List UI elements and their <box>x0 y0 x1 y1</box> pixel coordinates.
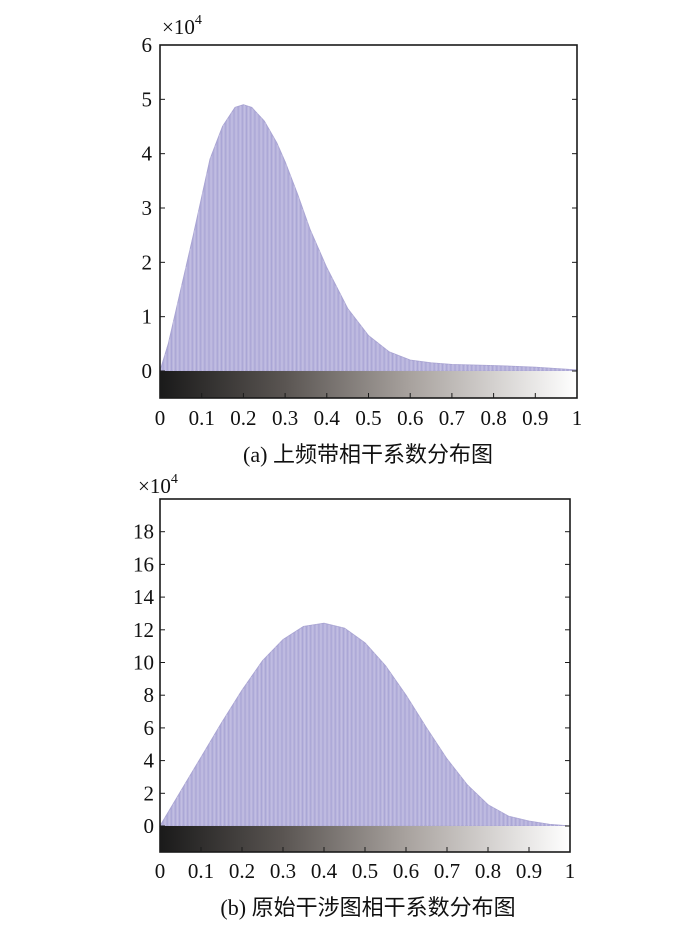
chart-a-y-tick-label: 4 <box>142 142 153 166</box>
chart-b-y-tick-label: 12 <box>133 618 154 642</box>
chart-b: ×104 0 0.1 0.2 0.3 0.4 0.5 0.6 0.7 0.8 0.9 1 0 2 4 6 8… <box>133 472 575 920</box>
chart-b-y-tick-label: 4 <box>144 749 155 773</box>
chart-a-y-tick-label: 6 <box>142 33 153 57</box>
chart-a-x-tick-label: 0.2 <box>230 406 256 430</box>
chart-a-y-ticks: 0 1 2 3 4 5 6 <box>142 33 577 383</box>
chart-a-x-tick-label: 0.6 <box>397 406 423 430</box>
chart-a-x-tick-label: 0.9 <box>522 406 548 430</box>
chart-b-multiplier: ×104 <box>138 472 178 498</box>
chart-b-x-tick-label: 0.1 <box>188 859 214 883</box>
chart-a-x-ticks: 0 0.1 0.2 0.3 0.4 0.5 0.6 0.7 0.8 0.9 1 <box>155 393 583 430</box>
chart-b-y-ticks: 0 2 4 6 8 10 12 14 16 18 <box>133 520 570 838</box>
chart-a-x-tick-label: 0 <box>155 406 166 430</box>
chart-a-caption: (a) 上频带相干系数分布图 <box>243 442 493 467</box>
chart-b-y-tick-label: 18 <box>133 520 154 544</box>
chart-a-x-tick-label: 0.1 <box>189 406 215 430</box>
chart-a-x-tick-label: 1 <box>572 406 583 430</box>
chart-b-histogram-area <box>159 622 571 827</box>
chart-b-x-tick-label: 0.9 <box>516 859 542 883</box>
chart-b-y-tick-label: 16 <box>133 552 154 576</box>
chart-b-x-tick-label: 1 <box>565 859 576 883</box>
chart-a-y-tick-label: 2 <box>142 250 153 274</box>
chart-b-x-ticks: 0 0.1 0.2 0.3 0.4 0.5 0.6 0.7 0.8 0.9 1 <box>155 847 576 883</box>
chart-a-y-tick-label: 1 <box>142 305 153 329</box>
chart-a-x-tick-label: 0.5 <box>355 406 381 430</box>
chart-b-y-tick-label: 8 <box>144 683 155 707</box>
chart-b-y-tick-label: 14 <box>133 585 155 609</box>
chart-a-plot <box>159 44 578 399</box>
chart-a-x-tick-label: 0.8 <box>480 406 506 430</box>
chart-b-x-tick-label: 0.4 <box>311 859 338 883</box>
chart-b-x-tick-label: 0.5 <box>352 859 378 883</box>
chart-b-histogram-bins <box>160 623 570 826</box>
chart-a-x-tick-label: 0.7 <box>439 406 465 430</box>
chart-b-x-tick-label: 0.7 <box>434 859 460 883</box>
chart-a-y-tick-label: 0 <box>142 359 153 383</box>
chart-b-x-tick-label: 0.3 <box>270 859 296 883</box>
chart-b-y-tick-label: 0 <box>144 814 155 838</box>
chart-a-x-tick-label: 0.4 <box>314 406 341 430</box>
chart-b-plot <box>159 498 571 853</box>
chart-a: ×104 0 0.1 0.2 0.3 0.4 0.5 0.6 0.7 0.8 0.9 1 0 1 2 3 4… <box>142 13 583 467</box>
chart-b-x-tick-label: 0.2 <box>229 859 255 883</box>
chart-b-y-tick-label: 6 <box>144 716 155 740</box>
chart-b-y-tick-label: 10 <box>133 651 154 675</box>
chart-b-y-tick-label: 2 <box>144 781 155 805</box>
chart-a-x-tick-label: 0.3 <box>272 406 298 430</box>
chart-a-histogram-bins <box>160 105 577 371</box>
chart-b-x-tick-label: 0.8 <box>475 859 501 883</box>
chart-a-y-tick-label: 5 <box>142 87 153 111</box>
chart-b-caption: (b) 原始干涉图相干系数分布图 <box>220 895 515 920</box>
chart-a-multiplier: ×104 <box>162 13 202 39</box>
chart-a-y-tick-label: 3 <box>142 196 153 220</box>
chart-b-x-tick-label: 0.6 <box>393 859 419 883</box>
chart-b-x-tick-label: 0 <box>155 859 166 883</box>
